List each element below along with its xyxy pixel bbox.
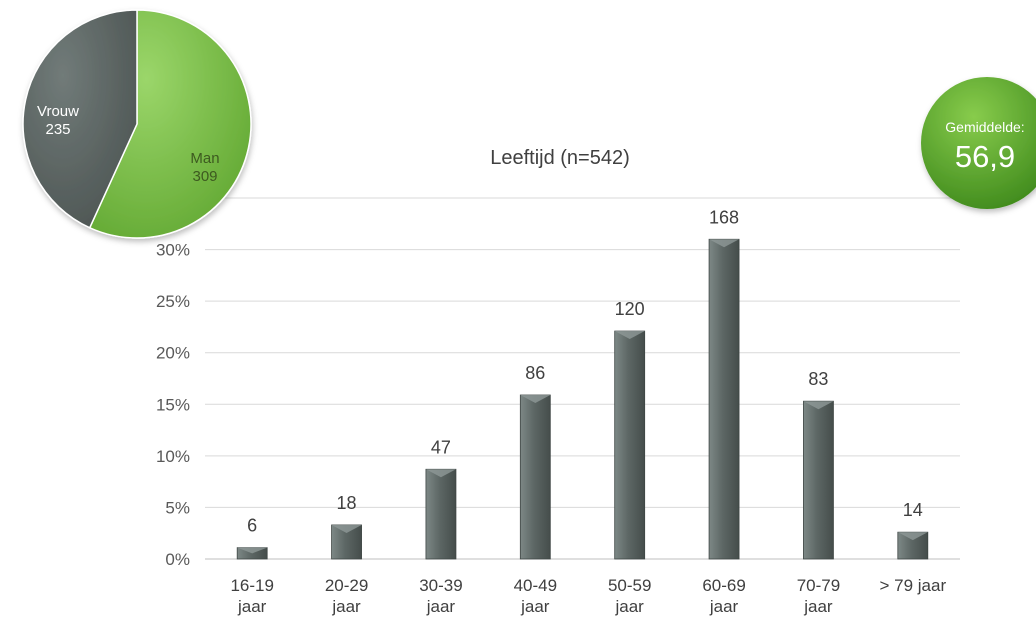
gridlines — [205, 197, 960, 560]
average-caption: Gemiddelde: — [945, 119, 1024, 135]
category-label: 16-19 — [230, 576, 273, 595]
category-label: jaar — [520, 597, 550, 616]
bar-body — [519, 394, 551, 560]
pie-slice-name: Vrouw — [37, 103, 79, 120]
average-badge-circle — [921, 77, 1036, 209]
category-label: 20-29 — [325, 576, 368, 595]
bar — [331, 524, 362, 560]
average-value: 56,9 — [955, 139, 1015, 174]
average-age-badge: Gemiddelde: 56,9 — [921, 77, 1036, 209]
category-label: > 79 jaar — [879, 576, 946, 595]
bar — [897, 531, 929, 560]
y-tick-label: 15% — [156, 395, 190, 414]
y-tick-label: 25% — [156, 292, 190, 311]
bar — [803, 400, 834, 560]
bar — [519, 394, 551, 560]
bar-bevel — [614, 331, 645, 340]
bar-bevel — [897, 532, 928, 541]
bar-bevel — [237, 547, 268, 554]
value-label: 14 — [903, 500, 923, 520]
category-label: jaar — [803, 597, 833, 616]
value-label: 18 — [337, 493, 357, 513]
y-tick-label: 20% — [156, 344, 190, 363]
bar-bevel — [709, 239, 740, 248]
bar — [708, 238, 740, 560]
bar — [236, 547, 268, 560]
bar — [614, 330, 646, 560]
chart-title: Leeftijd (n=542) — [490, 147, 630, 169]
y-tick-label: 30% — [156, 241, 190, 260]
category-label: jaar — [426, 597, 456, 616]
value-label: 47 — [431, 437, 451, 457]
category-label: jaar — [237, 597, 267, 616]
bar-body — [708, 238, 740, 560]
gender-pie-chart — [22, 9, 252, 239]
age-bar-chart: Leeftijd (n=542) 0% 5% 10% 15% 20% 25% 30% 6 18… — [156, 147, 960, 616]
bar-bevel — [520, 395, 551, 404]
category-label: jaar — [331, 597, 361, 616]
category-label: jaar — [709, 597, 739, 616]
value-label: 86 — [525, 363, 545, 383]
bar-body — [425, 468, 457, 560]
pie-slice — [88, 9, 252, 239]
category-label: 60-69 — [702, 576, 745, 595]
category-label: 30-39 — [419, 576, 462, 595]
pie-slice-value: 235 — [45, 121, 70, 138]
y-tick-label: 10% — [156, 447, 190, 466]
pie-slice-name: Man — [190, 150, 219, 167]
bar-bevel — [803, 401, 834, 410]
category-label: 40-49 — [514, 576, 557, 595]
category-labels: 16-19 jaar 20-29 jaar 30-39 jaar 40-49 jaar 50-5… — [230, 576, 946, 616]
pie-slice — [22, 9, 138, 229]
bar-body — [803, 400, 834, 560]
bars — [236, 238, 929, 560]
category-label: 50-59 — [608, 576, 651, 595]
bar-body — [614, 330, 646, 560]
bar — [425, 468, 457, 560]
value-labels: 6 18 47 86 120 168 83 14 — [247, 207, 923, 535]
pie-slice-value: 309 — [192, 168, 217, 185]
bar-bevel — [425, 469, 456, 478]
y-tick-label: 0% — [165, 550, 190, 569]
value-label: 6 — [247, 516, 257, 536]
category-label: 70-79 — [797, 576, 840, 595]
category-label: jaar — [615, 597, 645, 616]
y-axis-ticks: 0% 5% 10% 15% 20% 25% 30% — [156, 241, 190, 569]
value-label: 120 — [615, 299, 645, 319]
value-label: 83 — [808, 369, 828, 389]
bar-bevel — [331, 524, 362, 533]
y-tick-label: 5% — [165, 498, 190, 517]
value-label: 168 — [709, 207, 739, 227]
